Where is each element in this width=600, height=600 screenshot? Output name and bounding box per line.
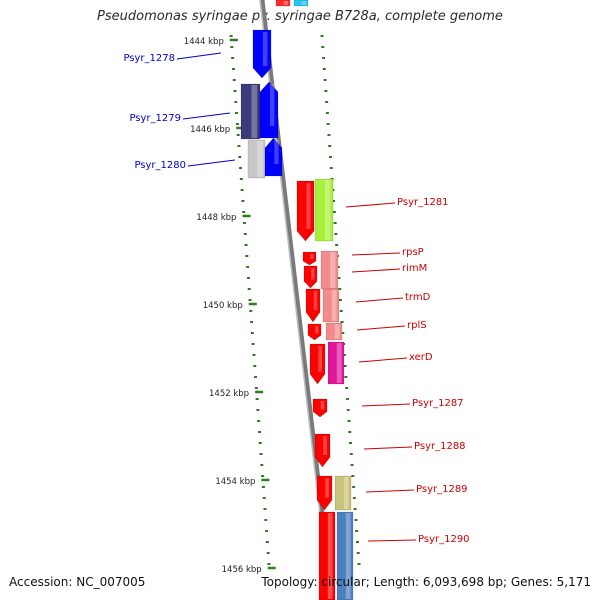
- gene-label-rimm: rimM: [402, 263, 427, 274]
- gene-xerD: [309, 343, 326, 385]
- gene-rpsP: [302, 251, 317, 266]
- gene-label-leader-rimm: [351, 268, 401, 273]
- kbp-tick-label: 1448 kbp: [196, 213, 236, 223]
- gene-xerD-shine: [318, 346, 322, 372]
- gene-label-leader-rpsp: [351, 252, 401, 256]
- accession-label: Accession: NC_007005: [9, 575, 146, 589]
- gene-label-psyr_1289: Psyr_1289: [416, 484, 468, 495]
- gene-trmD-cog: [322, 288, 340, 323]
- gene-psyr-1289-shine: [325, 478, 329, 498]
- gene-label-leader-psyr_1280: [187, 159, 236, 167]
- gene-psyr-1289: [316, 475, 333, 511]
- gene-label-psyr_1287: Psyr_1287: [412, 398, 464, 409]
- gene-rimM-shine: [311, 268, 315, 280]
- kbp-tick-label: 1444 kbp: [184, 37, 224, 47]
- gene-label-rpsp: rpsP: [402, 247, 424, 258]
- gene-psyr-1290-cog: [336, 511, 354, 600]
- gene-xerD-cog-shine: [336, 343, 342, 383]
- gene-label-psyr_1279: Psyr_1279: [129, 113, 181, 124]
- gene-psyr-1280-shine: [274, 140, 279, 164]
- gene-psyr-1281-shine: [306, 183, 311, 229]
- gene-rpsP-cog-shine: [330, 252, 336, 288]
- gene-psyr-1278-shine: [262, 32, 268, 66]
- gene-label-psyr_1290: Psyr_1290: [418, 534, 470, 545]
- gene-label-leader-psyr_1288: [363, 446, 413, 450]
- gene-label-leader-trmd: [355, 297, 404, 303]
- gene-label-psyr_1288: Psyr_1288: [414, 441, 466, 452]
- gene-label-xerd: xerD: [409, 352, 433, 363]
- gene-psyr-1289-cog: [334, 475, 352, 511]
- gene-label-psyr_1281: Psyr_1281: [397, 197, 449, 208]
- gene-psyr-1290-shine: [327, 513, 333, 599]
- gene-psyr-1281-cog-shine: [324, 180, 331, 240]
- gene-label-trmd: trmD: [405, 292, 431, 303]
- gene-label-leader-psyr_1279: [182, 112, 231, 120]
- gene-psyr-1279-shine: [269, 84, 275, 126]
- gene-partial-top-cyan-shine: [301, 1, 306, 5]
- gene-label-psyr_1278: Psyr_1278: [123, 53, 175, 64]
- gene-rplS-cog: [325, 322, 343, 341]
- genome-title: Pseudomonas syringae pv. syringae B728a,…: [97, 9, 503, 24]
- gene-label-rpls: rplS: [407, 320, 427, 331]
- gene-psyr-1289-cog-shine: [343, 477, 349, 509]
- gene-partial-top-cyan: [293, 0, 309, 7]
- gene-partial-top-red: [275, 0, 291, 7]
- gene-psyr-1290-cog-shine: [345, 513, 351, 599]
- gene-partial-top-red-shine: [283, 1, 288, 5]
- gene-psyr-1280: [264, 137, 283, 177]
- gene-label-leader-psyr_1278: [176, 52, 222, 60]
- gene-label-leader-psyr_1290: [367, 539, 417, 542]
- gene-rpsP-shine: [310, 254, 314, 260]
- kbp-tick-label: 1456 kbp: [222, 565, 262, 575]
- kbp-tick-label: 1452 kbp: [209, 389, 249, 399]
- gene-rplS: [307, 323, 322, 341]
- gene-trmD: [305, 288, 321, 323]
- kbp-tick-label: 1454 kbp: [215, 477, 255, 487]
- gene-label-leader-psyr_1289: [365, 489, 415, 493]
- gene-psyr-1281: [296, 180, 315, 242]
- gene-psyr-1279-cog-shine: [251, 85, 258, 138]
- gene-psyr-1279: [259, 81, 279, 139]
- topology-label: Topology: circular; Length: 6,093,698 bp…: [261, 575, 591, 589]
- gene-psyr-1288: [314, 433, 331, 468]
- gene-rplS-cog-shine: [334, 324, 340, 339]
- gene-rimM: [303, 265, 318, 289]
- kbp-tick-label: 1450 kbp: [203, 301, 243, 311]
- gene-psyr-1288-shine: [323, 436, 327, 456]
- gene-psyr-1280-cog-shine: [257, 141, 263, 177]
- gene-label-leader-rpls: [356, 325, 406, 331]
- gene-xerD-cog: [327, 341, 345, 385]
- gene-psyr-1287: [312, 398, 328, 418]
- gene-label-leader-psyr_1287: [361, 403, 411, 407]
- gene-psyr-1287-shine: [320, 401, 325, 410]
- kbp-tick-label: 1446 kbp: [190, 125, 230, 135]
- gene-psyr-1281-cog: [314, 178, 334, 242]
- gene-rplS-shine: [315, 326, 319, 334]
- gene-label-leader-xerd: [358, 357, 408, 363]
- gene-psyr-1290: [318, 511, 336, 600]
- gene-trmD-cog-shine: [331, 290, 337, 321]
- gene-psyr-1278: [252, 29, 272, 79]
- gene-label-psyr_1280: Psyr_1280: [134, 160, 186, 171]
- gene-label-leader-psyr_1281: [345, 202, 396, 208]
- gene-trmD-shine: [313, 291, 318, 311]
